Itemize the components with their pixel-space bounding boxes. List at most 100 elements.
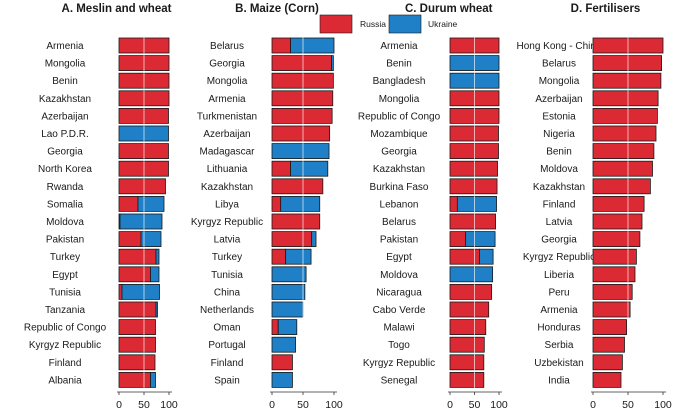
bar-ukraine — [277, 319, 298, 336]
bar-russia — [118, 195, 139, 212]
x-tick-label: 100 — [654, 399, 672, 411]
bar-ukraine — [271, 336, 296, 353]
category-label: Tanzania — [45, 305, 85, 316]
category-label: Benin — [386, 59, 412, 70]
category-label: Belarus — [210, 41, 244, 52]
category-label: Nicaragua — [376, 287, 422, 298]
category-label: Republic of Congo — [24, 323, 107, 334]
category-label: Belarus — [542, 59, 576, 70]
category-label: Georgia — [381, 147, 417, 158]
category-label: Tunisia — [211, 270, 243, 281]
category-label: Azerbaijan — [203, 129, 250, 140]
bar-russia — [449, 336, 485, 353]
bar-russia — [118, 301, 157, 318]
bar-russia — [592, 90, 659, 107]
x-tick-label: 0 — [116, 399, 122, 411]
bar-ukraine — [331, 55, 334, 71]
category-label: Kyrgyz Republic — [363, 358, 435, 369]
bar-russia — [592, 371, 622, 388]
category-label: Kazakhstan — [201, 182, 253, 193]
bar-russia — [592, 354, 623, 371]
bar-ukraine — [155, 248, 160, 265]
category-label: Honduras — [537, 323, 580, 334]
category-label: Armenia — [46, 41, 84, 52]
bar-russia — [592, 213, 643, 230]
bar-russia — [449, 195, 458, 212]
bar-russia — [118, 319, 156, 336]
category-label: Serbia — [545, 340, 574, 351]
category-label: Kyrgyz Republic — [29, 340, 101, 351]
legend-swatch-ukraine — [388, 14, 422, 34]
bar-russia — [449, 231, 467, 248]
category-label: Hong Kong - China — [516, 41, 601, 52]
bar-ukraine — [271, 371, 293, 388]
category-label: Netherlands — [200, 305, 254, 316]
category-label: Albania — [48, 375, 82, 386]
bar-russia — [271, 319, 279, 336]
legend-label-ukraine: Ukraine — [428, 19, 458, 29]
category-label: Moldova — [540, 164, 578, 175]
bar-russia — [118, 231, 142, 248]
bar-russia — [592, 195, 645, 212]
bar-ukraine — [155, 301, 158, 318]
legend-label-russia: Russia — [360, 19, 386, 29]
category-label: Mozambique — [370, 129, 428, 140]
bar-russia — [118, 283, 123, 300]
bar-russia — [592, 266, 636, 283]
bar-russia — [592, 319, 627, 336]
bar-russia — [592, 283, 633, 300]
category-label: Madagascar — [199, 147, 255, 158]
bar-russia — [592, 248, 637, 265]
category-label: Moldova — [380, 270, 418, 281]
category-label: Mongolia — [45, 59, 86, 70]
bar-russia — [271, 248, 287, 265]
bar-russia — [592, 160, 653, 177]
bar-ukraine — [311, 231, 317, 248]
category-label: Mongolia — [379, 94, 420, 105]
panel-a: A. Meslin and wheat Armenia Mongolia Benin K… — [24, 3, 178, 411]
category-label: Burkina Faso — [370, 182, 429, 193]
category-label: Benin — [52, 76, 78, 87]
bar-ukraine — [121, 283, 160, 300]
panel-d: D. Fertilisers Hong Kong - China Belarus Mo… — [516, 3, 671, 411]
category-label: Egypt — [386, 252, 412, 263]
x-tick-label: 50 — [297, 399, 309, 411]
panel-c: C. Durum wheat Armenia Benin Bangladesh Mong… — [358, 3, 508, 411]
category-label: Republic of Congo — [358, 111, 441, 122]
category-label: Malawi — [383, 323, 414, 334]
x-tick-label: 0 — [590, 399, 596, 411]
bar-ukraine — [290, 160, 329, 177]
bar-ukraine — [140, 231, 162, 248]
category-label: Kyrgyz Republic — [191, 217, 263, 228]
category-label: Portugal — [208, 340, 245, 351]
bar-ukraine — [285, 248, 312, 265]
category-label: Lao P.D.R. — [41, 129, 89, 140]
bar-russia — [449, 319, 487, 336]
category-label: Georgia — [47, 147, 83, 158]
category-label: Pakistan — [380, 235, 418, 246]
bar-russia — [592, 178, 651, 195]
bar-russia — [449, 248, 480, 265]
category-label: Nigeria — [543, 129, 575, 140]
category-label: Cabo Verde — [373, 305, 426, 316]
x-tick-label: 50 — [469, 399, 481, 411]
category-label: Liberia — [544, 270, 574, 281]
x-tick-label: 50 — [138, 399, 150, 411]
category-label: Turkey — [212, 252, 242, 263]
legend-swatch-russia — [319, 14, 353, 34]
bar-russia — [271, 55, 332, 71]
bar-russia — [592, 72, 662, 89]
bar-russia — [592, 336, 625, 353]
category-label: Kyrgyz Republic — [523, 252, 595, 263]
bar-ukraine — [137, 195, 165, 212]
bar-ukraine — [465, 231, 496, 248]
category-label: Georgia — [209, 59, 245, 70]
panel-b: B. Maize (Corn) Belarus Georgia Mongolia Arm… — [191, 3, 343, 411]
x-tick-label: 100 — [490, 399, 508, 411]
x-tick-label: 100 — [325, 399, 343, 411]
category-label: Rwanda — [47, 182, 84, 193]
category-label: North Korea — [38, 164, 92, 175]
category-label: Armenia — [540, 305, 578, 316]
bar-ukraine — [119, 213, 163, 230]
